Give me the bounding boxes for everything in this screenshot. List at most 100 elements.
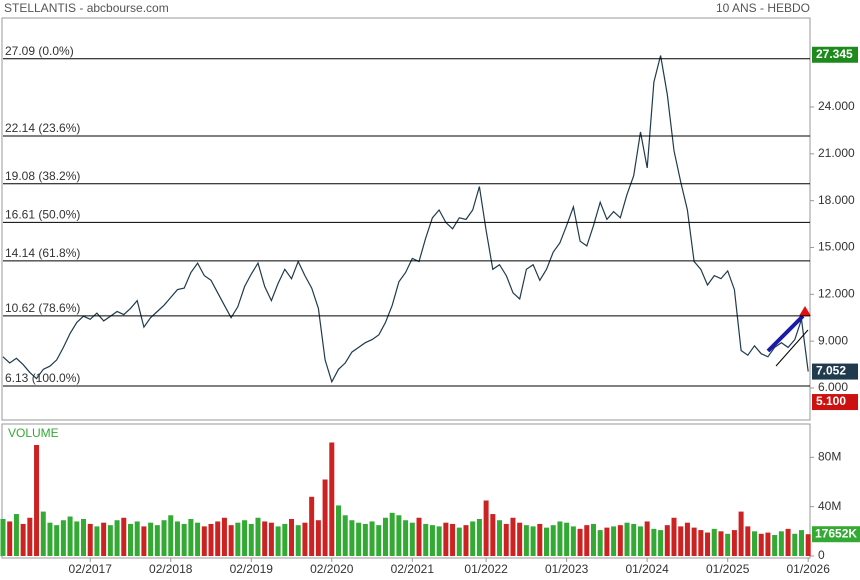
price-line xyxy=(2,55,809,384)
volume-bar xyxy=(369,521,375,556)
trend-annotation xyxy=(766,306,811,367)
volume-bar xyxy=(570,526,576,556)
volume-bar xyxy=(262,521,268,556)
x-tick-label: 01/2024 xyxy=(625,562,669,576)
price-marker-label: 5.100 xyxy=(816,394,846,408)
volume-bar xyxy=(67,516,73,556)
volume-bar xyxy=(503,523,509,556)
fib-label: 10.62 (78.6%) xyxy=(5,301,80,315)
volume-bar xyxy=(497,520,503,556)
price-panel xyxy=(1,17,811,421)
volume-bar xyxy=(342,515,348,556)
y-tick-label: 24.000 xyxy=(818,99,855,113)
volume-tick-label: 80M xyxy=(818,449,841,463)
volume-bar xyxy=(148,522,154,556)
volume-title: VOLUME xyxy=(8,426,59,440)
volume-bar xyxy=(221,517,227,556)
channel-line xyxy=(775,329,809,367)
volume-bar xyxy=(336,505,341,556)
volume-bar xyxy=(510,517,516,556)
fib-label: 14.14 (61.8%) xyxy=(5,246,80,260)
volume-tick-label: 0 xyxy=(818,548,825,562)
volume-bar xyxy=(731,530,737,556)
volume-bar xyxy=(174,521,180,556)
volume-bar xyxy=(107,525,113,556)
volume-bar xyxy=(436,526,442,556)
volume-bar xyxy=(389,512,395,556)
volume-bar xyxy=(758,533,764,556)
volume-bar xyxy=(27,517,33,556)
volume-bar xyxy=(127,523,133,556)
volume-bar xyxy=(792,533,798,556)
volume-marker-label: 17652K xyxy=(815,526,857,540)
volume-bar xyxy=(141,526,147,556)
volume-bar xyxy=(309,496,315,556)
volume-bar xyxy=(463,525,469,556)
volume-bar xyxy=(658,530,664,556)
volume-bar xyxy=(711,528,717,556)
volume-bar xyxy=(134,521,140,556)
volume-bar xyxy=(651,528,657,556)
volume-bar xyxy=(295,525,301,556)
volume-bar xyxy=(718,531,724,556)
volume-bar xyxy=(537,523,543,556)
chart-title: STELLANTIS - abcbourse.com xyxy=(4,1,169,15)
volume-bar xyxy=(94,526,100,556)
volume-bar xyxy=(678,526,684,556)
volume-bar xyxy=(443,522,449,556)
volume-bar xyxy=(590,523,596,556)
volume-bar xyxy=(530,526,536,556)
price-marker xyxy=(812,394,858,411)
volume-bar xyxy=(215,521,221,556)
volume-bar xyxy=(242,520,248,556)
volume-bar xyxy=(523,525,529,556)
volume-bar xyxy=(228,525,234,556)
volume-bar xyxy=(168,515,174,556)
volume-tick-label: 40M xyxy=(818,499,841,513)
volume-bar xyxy=(664,525,670,556)
volume-bar xyxy=(282,523,288,556)
price-marker xyxy=(812,363,858,380)
volume-bar xyxy=(684,522,690,556)
volume-bar xyxy=(356,522,362,556)
volume-bar xyxy=(805,534,811,556)
volume-bar xyxy=(550,525,556,556)
y-tick-label: 18.000 xyxy=(818,193,855,207)
volume-bar xyxy=(201,526,207,556)
volume-bar xyxy=(631,523,637,556)
fib-label: 6.13 (100.0%) xyxy=(5,371,80,385)
volume-bar xyxy=(60,520,66,556)
volume-bar xyxy=(47,522,53,556)
y-tick-label: 6.000 xyxy=(818,380,848,394)
volume-bar xyxy=(698,530,704,556)
volume-bar xyxy=(778,531,784,556)
volume-bar xyxy=(208,523,214,556)
volume-bar xyxy=(396,515,402,556)
volume-bar xyxy=(456,527,462,556)
trend-line xyxy=(766,314,805,353)
volume-bar xyxy=(772,535,778,556)
fib-label: 22.14 (23.6%) xyxy=(5,121,80,135)
volume-bar xyxy=(188,518,194,556)
volume-bar xyxy=(81,518,87,556)
volume-bar xyxy=(114,520,120,556)
volume-bar xyxy=(470,521,476,556)
volume-bar xyxy=(611,526,617,556)
volume-bar xyxy=(20,523,26,556)
volume-bar xyxy=(87,523,93,556)
volume-bar xyxy=(181,523,187,556)
volume-bar xyxy=(644,521,650,556)
volume-bar xyxy=(195,522,201,556)
volume-bar xyxy=(745,526,751,556)
y-tick-label: 9.000 xyxy=(818,333,848,347)
fib-label: 27.09 (0.0%) xyxy=(5,44,74,58)
volume-bar xyxy=(785,528,791,556)
x-tick-label: 01/2022 xyxy=(464,562,508,576)
volume-bar xyxy=(302,522,308,556)
fib-label: 16.61 (50.0%) xyxy=(5,208,80,222)
volume-bar xyxy=(362,523,368,556)
volume-bar xyxy=(691,527,697,556)
volume-marker xyxy=(812,526,860,543)
y-tick-label: 12.000 xyxy=(818,286,855,300)
